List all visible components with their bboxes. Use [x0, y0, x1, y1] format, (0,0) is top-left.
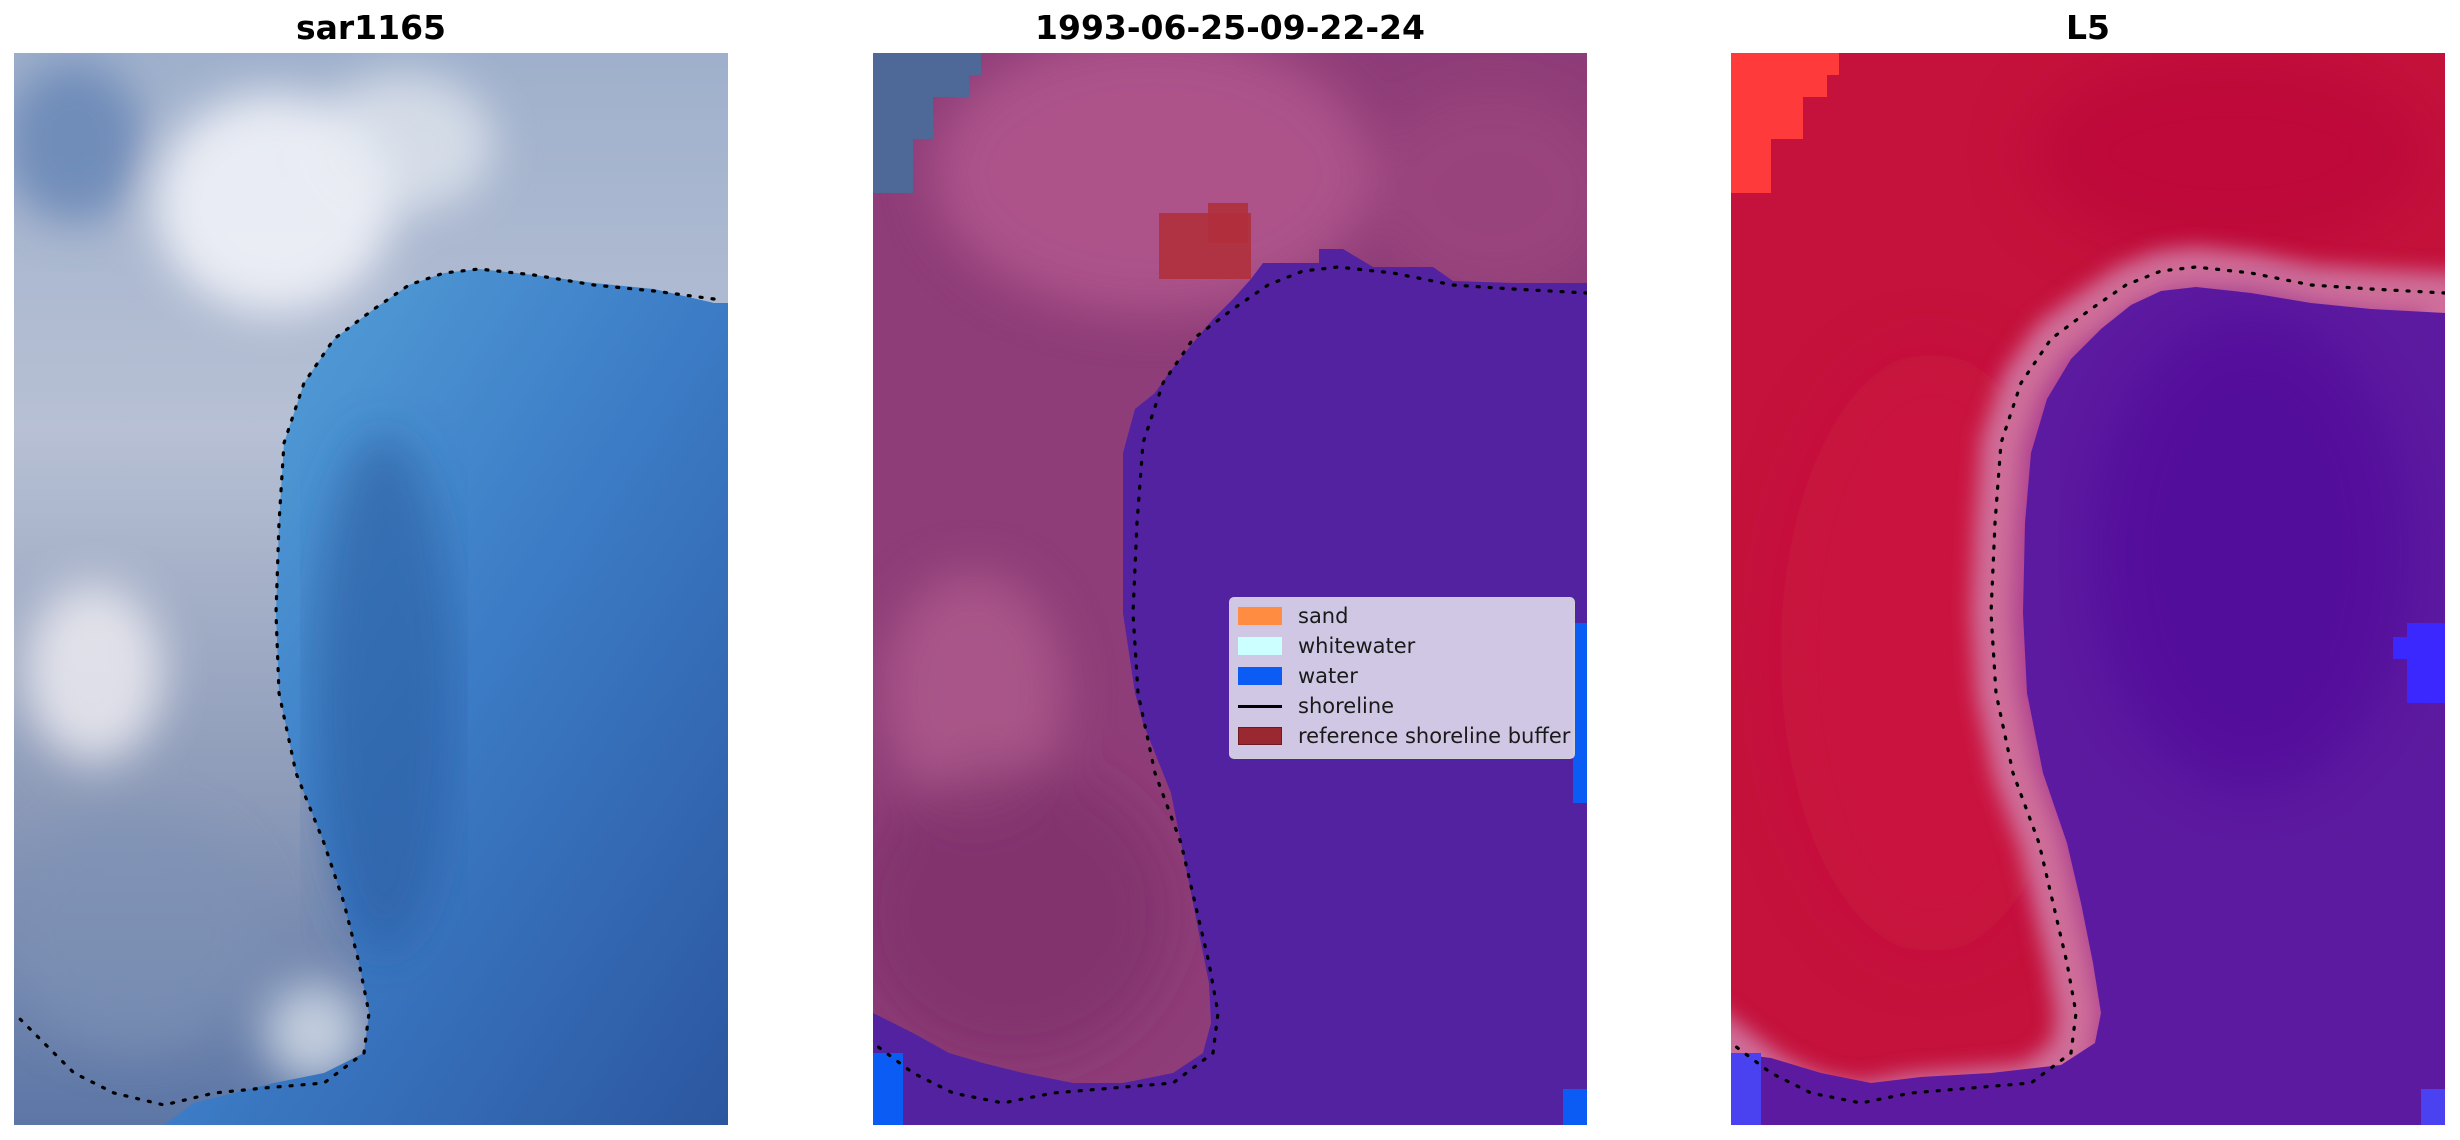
legend-label-water: water [1298, 664, 1358, 688]
shoreline-index [1731, 265, 2445, 1105]
panel-title-index: L5 [2066, 8, 2110, 47]
legend-item-shoreline: shoreline [1238, 692, 1394, 720]
classified-image-panel [873, 53, 1587, 1125]
reference-buffer-swatch [1238, 727, 1282, 745]
legend-label-reference-buffer: reference shoreline buffer [1298, 724, 1571, 748]
index-image-panel [1731, 53, 2445, 1125]
classified-image [873, 53, 1587, 1125]
legend-item-sand: sand [1238, 602, 1348, 630]
legend-label-shoreline: shoreline [1298, 694, 1395, 718]
legend-label-whitewater: whitewater [1298, 634, 1416, 658]
rgb-image [14, 53, 728, 1125]
legend-item-reference-buffer: reference shoreline buffer [1238, 722, 1570, 750]
shoreline-line-swatch [1238, 704, 1282, 708]
rgb-image-panel [14, 53, 728, 1125]
legend-item-whitewater: whitewater [1238, 632, 1415, 660]
whitewater-swatch [1238, 637, 1282, 655]
sand-swatch [1238, 607, 1282, 625]
legend-item-water: water [1238, 662, 1358, 690]
water-swatch [1238, 667, 1282, 685]
panel-title-rgb: sar1165 [295, 8, 447, 47]
legend-label-sand: sand [1298, 604, 1349, 628]
panel-title-classified: 1993-06-25-09-22-24 [1035, 8, 1425, 47]
legend: sand whitewater water shoreline referenc… [1229, 597, 1575, 759]
shoreline-classified [873, 265, 1587, 1105]
index-image [1731, 53, 2445, 1125]
shoreline-rgb [14, 267, 716, 1107]
